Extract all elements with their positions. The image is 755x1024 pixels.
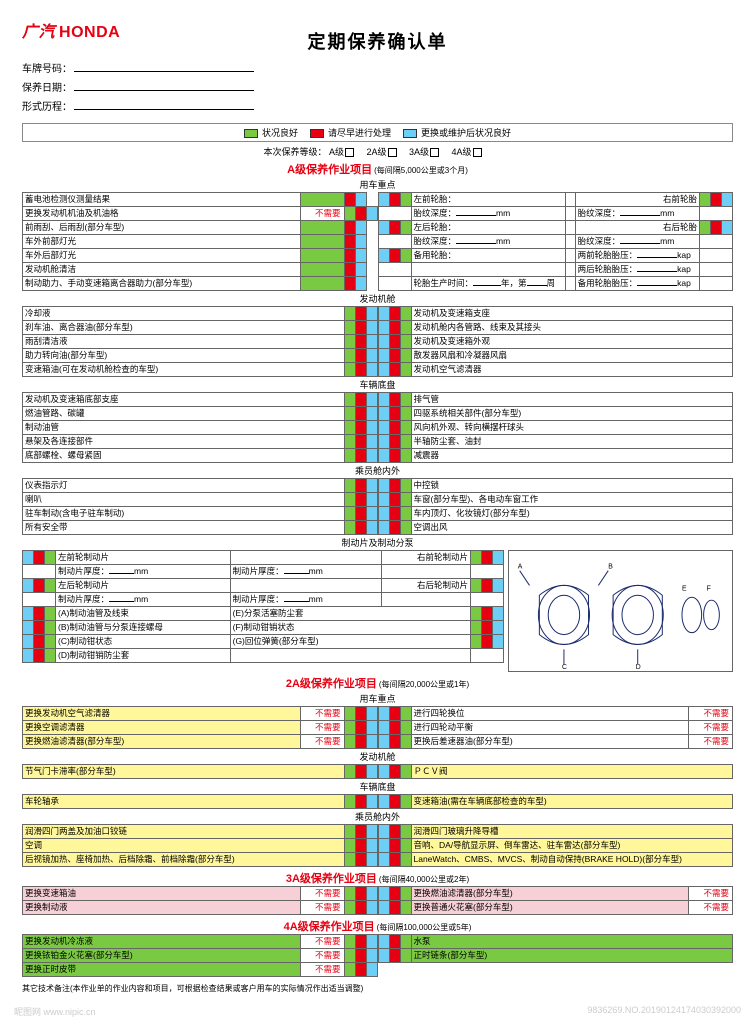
legend: 状况良好请尽早进行处理更换或维护后状况良好 [22,123,733,142]
check-row: 车窗(部分车型)、各电动车窗工作 [378,493,733,507]
check-row: 更换发动机空气滤清器不需要 [23,707,378,721]
check-row: 更换空调滤清器不需要 [23,721,378,735]
check-row: 车轮轴承 [23,795,378,809]
svg-text:E: E [682,585,687,592]
group-head: 车辆底盘 [22,780,733,793]
header-field: 保养日期： [22,79,733,98]
group-head: 乘员舱内外 [22,810,733,823]
check-row: 节气门卡滞率(部分车型) [23,765,378,779]
check-row: 所有安全带 [23,521,378,535]
check-row: 发动机空气滤清器 [378,363,733,377]
check-row: 更换制动液不需要 [23,901,378,915]
check-row: 更换燃油滤清器(部分车型)不需要 [23,735,378,749]
check-row: 更换燃油滤清器(部分车型)不需要 [378,887,733,901]
check-row: 发动机舱内各管路、线束及其接头 [378,321,733,335]
check-row: 冷却液 [23,307,378,321]
check-row: 变速箱油(可在发动机舱检查的车型) [23,363,378,377]
check-row: 排气管 [378,393,733,407]
group-head: 车辆底盘 [22,378,733,391]
page-title: 定期保养确认单 [22,28,733,54]
section-title: 4A级保养作业项目(每间隔100,000公里或5年) [22,918,733,934]
check-row: ＰＣＶ阀 [378,765,733,779]
check-row: 蓄电池检测仪测量结果 [23,193,378,207]
check-row: 喇叭 [23,493,378,507]
check-row: LaneWatch、CMBS、MVCS、制动自动保持(BRAKE HOLD)(部… [378,853,733,867]
check-row: 空调 [23,839,378,853]
watermark-right: 9836269.NO.20190124174030392000 [587,1005,741,1018]
check-row: 半轴防尘套、油封 [378,435,733,449]
check-row: 后视镜加热、座椅加热、后档除霜、前档除霜(部分车型) [23,853,378,867]
check-row: 车外前部灯光 [23,235,378,249]
check-row: 车内顶灯、化妆镜灯(部分车型) [378,507,733,521]
header-field: 形式历程： [22,98,733,117]
check-row: 更换变速箱油不需要 [23,887,378,901]
header-field: 车牌号码： [22,60,733,79]
check-row: 进行四轮动平衡不需要 [378,721,733,735]
section-title: A级保养作业项目(每间隔5,000公里或3个月) [22,161,733,177]
check-row: 更换发动机机油及机油格不需要 [23,207,378,221]
group-head: 发动机舱 [22,750,733,763]
check-row: 前雨刮、后雨刮(部分车型) [23,221,378,235]
check-row: 制动助力、手动变速箱离合器助力(部分车型) [23,277,378,291]
svg-text:B: B [608,564,613,571]
check-row: 燃油管路、碳罐 [23,407,378,421]
check-row: 驻车制动(含电子驻车制动) [23,507,378,521]
check-row: 更换发动机冷冻液不需要 [23,935,378,949]
group-head: 用车重点 [22,692,733,705]
check-row: 进行四轮换位不需要 [378,707,733,721]
check-row: 发动机及变速箱外观 [378,335,733,349]
check-row: 刹车油、离合器油(部分车型) [23,321,378,335]
check-row: 更换后差速器油(部分车型)不需要 [378,735,733,749]
check-row: 发动机舱清洁 [23,263,378,277]
legend-item: 请尽早进行处理 [310,126,391,139]
check-row: 润滑四门两盖及加油口铰链 [23,825,378,839]
section-title: 2A级保养作业项目(每间隔20,000公里或1年) [22,675,733,691]
check-row: 制动油管 [23,421,378,435]
legend-item: 更换或维护后状况良好 [403,126,511,139]
svg-text:F: F [707,585,711,592]
brake-diagram: A B C D E F [508,550,733,672]
footnote: 其它技术备注(本作业单的作业内容和项目，可根据检查结果或客户用车的实际情况作出适… [22,983,733,994]
check-row: 中控锁 [378,479,733,493]
check-row: 润滑四门玻璃升降导槽 [378,825,733,839]
group-head: 用车重点 [22,178,733,191]
check-row: 发动机及变速箱支座 [378,307,733,321]
check-row: 水泵 [378,935,733,949]
svg-text:A: A [518,564,523,571]
check-row: 悬架及各连接部件 [23,435,378,449]
check-row: 正时链条(部分车型) [378,949,733,963]
check-row: 底部螺栓、螺母紧固 [23,449,378,463]
check-row: 减震器 [378,449,733,463]
svg-text:D: D [636,664,641,671]
legend-item: 状况良好 [244,126,298,139]
check-row: 变速箱油(需在车辆底部检查的车型) [378,795,733,809]
group-head: 制动片及制动分泵 [22,536,733,549]
check-row: 仪表指示灯 [23,479,378,493]
check-row: 助力转向油(部分车型) [23,349,378,363]
check-row: 发动机及变速箱底部支座 [23,393,378,407]
check-row: 车外后部灯光 [23,249,378,263]
group-head: 乘员舱内外 [22,464,733,477]
watermark-left: 昵图网 www.nipic.cn [14,1005,96,1018]
group-head: 发动机舱 [22,292,733,305]
svg-text:C: C [562,664,567,671]
check-row: 雨刮清洁液 [23,335,378,349]
section-title: 3A级保养作业项目(每间隔40,000公里或2年) [22,870,733,886]
check-row: 更换正时皮带不需要 [23,963,378,977]
check-row: 散发器风扇和冷凝器风扇 [378,349,733,363]
check-row: 风向机外观、转向横摆杆球头 [378,421,733,435]
check-row: 更换普通火花塞(部分车型)不需要 [378,901,733,915]
check-row: 音响、DA/导航显示屏、倒车雷达、驻车雷达(部分车型) [378,839,733,853]
check-row: 更换铱铂金火花塞(部分车型)不需要 [23,949,378,963]
check-row: 四驱系统相关部件(部分车型) [378,407,733,421]
grade-line: 本次保养等级： A级 2A级 3A级 4A级 [22,145,733,158]
check-row: 空调出风 [378,521,733,535]
